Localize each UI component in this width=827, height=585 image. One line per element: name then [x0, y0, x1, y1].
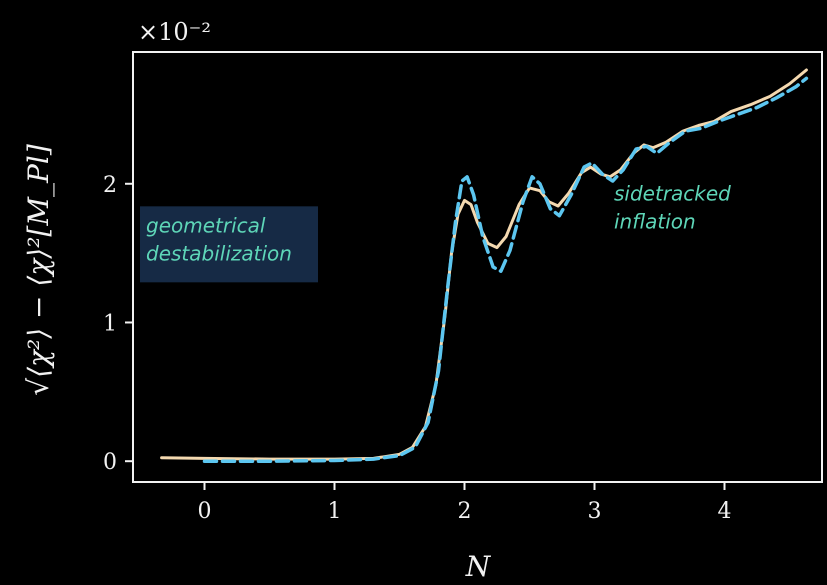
x-tick-label: 3	[588, 499, 602, 524]
series-lines	[160, 68, 809, 463]
series-line-dashed	[202, 76, 809, 463]
x-tick-label: 2	[458, 499, 472, 524]
y-tick-label: 0	[103, 450, 117, 475]
y-axis-label: √⟨χ²⟩ − ⟨χ⟩²[M_Pl]	[22, 144, 55, 396]
annotation: geometrical destabilization	[140, 206, 318, 283]
y-multiplier-label: ×10⁻²	[138, 18, 211, 46]
y-tick-label: 2	[103, 173, 117, 198]
annotations: geometrical destabilization sidetracked inf…	[140, 181, 731, 283]
x-tick-label: 1	[328, 499, 342, 524]
annotation-text: destabilization	[146, 241, 292, 265]
annotation-background	[140, 206, 318, 283]
x-tick-label: 4	[718, 499, 732, 524]
y-tick-label: 1	[103, 311, 117, 336]
annotation: sidetracked inflation	[614, 181, 731, 233]
annotation-text: sidetracked	[614, 181, 731, 205]
annotation-text: inflation	[614, 209, 696, 233]
annotation-text: geometrical	[146, 213, 266, 237]
x-axis-label: N	[465, 550, 492, 583]
axis-ticks: 0 1 2 3 4 0 1 2	[103, 173, 732, 524]
x-tick-label: 0	[198, 499, 212, 524]
